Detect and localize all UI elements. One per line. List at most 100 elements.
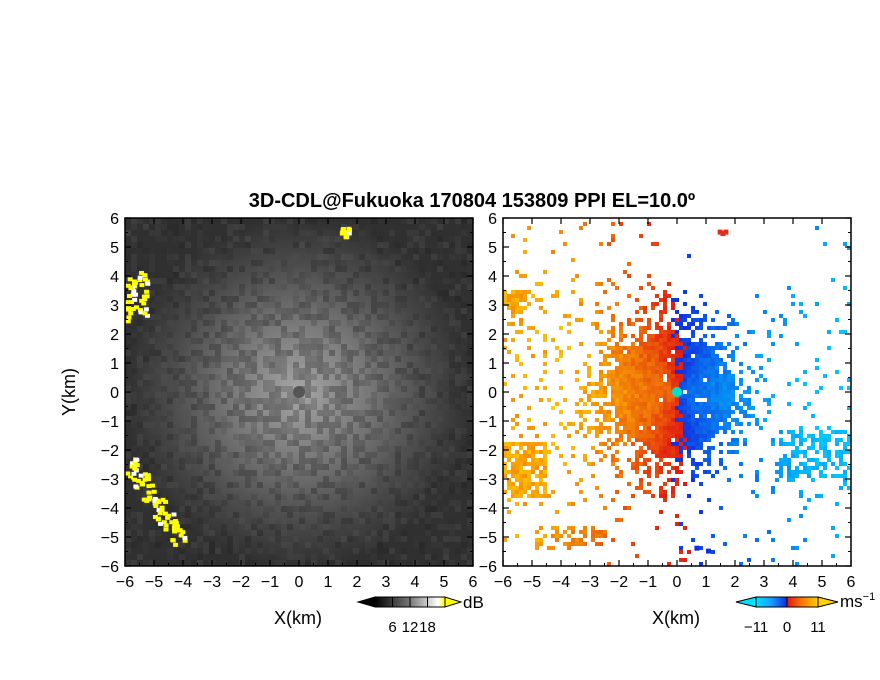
- doppler-pixel: [515, 474, 519, 478]
- snr-pixel: [455, 536, 461, 542]
- doppler-pixel: [519, 474, 523, 478]
- snr-pixel: [299, 302, 305, 308]
- snr-pixel: [425, 530, 431, 536]
- snr-pixel: [251, 434, 257, 440]
- snr-pixel: [257, 416, 263, 422]
- doppler-pixel: [799, 434, 803, 438]
- doppler-pixel: [603, 290, 607, 294]
- snr-pixel: [329, 338, 335, 344]
- doppler-pixel: [631, 434, 635, 438]
- snr-pixel: [263, 296, 269, 302]
- snr-pixel: [449, 374, 455, 380]
- snr-pixel: [335, 266, 341, 272]
- snr-pixel: [203, 482, 209, 488]
- snr-pixel: [275, 254, 281, 260]
- doppler-pixel: [531, 458, 535, 462]
- snr-pixel: [371, 338, 377, 344]
- snr-pixel: [215, 452, 221, 458]
- snr-pixel: [413, 524, 419, 530]
- doppler-pixel: [695, 382, 699, 386]
- snr-pixel: [299, 488, 305, 494]
- doppler-pixel: [667, 442, 671, 446]
- snr-pixel: [269, 362, 275, 368]
- snr-pixel: [203, 356, 209, 362]
- doppler-pixel: [703, 430, 707, 434]
- doppler-pixel: [691, 462, 695, 466]
- snr-pixel: [149, 422, 155, 428]
- snr-pixel: [359, 230, 365, 236]
- snr-pixel: [371, 464, 377, 470]
- doppler-pixel: [843, 330, 847, 334]
- doppler-pixel: [743, 414, 747, 418]
- doppler-pixel: [623, 430, 627, 434]
- doppler-pixel: [795, 466, 799, 470]
- snr-pixel: [341, 560, 347, 566]
- snr-pixel: [425, 422, 431, 428]
- snr-pixel: [359, 530, 365, 536]
- doppler-pixel: [655, 242, 659, 246]
- snr-pixel: [305, 422, 311, 428]
- snr-pixel: [305, 458, 311, 464]
- snr-pixel: [233, 290, 239, 296]
- doppler-pixel: [615, 286, 619, 290]
- snr-pixel: [395, 536, 401, 542]
- doppler-pixel: [723, 378, 727, 382]
- snr-pixel: [143, 398, 149, 404]
- doppler-pixel: [647, 386, 651, 390]
- doppler-pixel: [819, 434, 823, 438]
- doppler-pixel: [695, 318, 699, 322]
- snr-pixel: [341, 476, 347, 482]
- snr-pixel: [359, 440, 365, 446]
- doppler-pixel: [671, 330, 675, 334]
- doppler-pixel: [679, 362, 683, 366]
- doppler-pixel: [695, 426, 699, 430]
- snr-pixel: [389, 338, 395, 344]
- doppler-pixel: [639, 306, 643, 310]
- doppler-pixel: [703, 414, 707, 418]
- snr-pixel: [401, 422, 407, 428]
- doppler-pixel: [727, 426, 731, 430]
- doppler-pixel: [707, 378, 711, 382]
- doppler-pixel: [639, 234, 643, 238]
- doppler-pixel: [791, 434, 795, 438]
- snr-pixel: [389, 518, 395, 524]
- snr-pixel: [383, 476, 389, 482]
- doppler-pixel: [699, 378, 703, 382]
- doppler-pixel: [819, 446, 823, 450]
- doppler-pixel: [739, 378, 743, 382]
- snr-pixel: [449, 446, 455, 452]
- snr-pixel: [305, 416, 311, 422]
- doppler-pixel: [639, 450, 643, 454]
- doppler-pixel: [619, 402, 623, 406]
- doppler-pixel: [515, 462, 519, 466]
- snr-yellow-pixel: [142, 297, 148, 302]
- snr-pixel: [371, 356, 377, 362]
- snr-pixel: [137, 464, 143, 470]
- snr-pixel: [449, 434, 455, 440]
- doppler-pixel: [719, 358, 723, 362]
- doppler-pixel: [667, 402, 671, 406]
- snr-pixel: [209, 530, 215, 536]
- snr-colorbar-ticks: 6 12 18: [388, 597, 436, 636]
- snr-pixel: [425, 368, 431, 374]
- snr-yellow-pixel: [173, 519, 179, 524]
- doppler-pixel: [663, 390, 667, 394]
- snr-pixel: [137, 434, 143, 440]
- snr-pixel: [323, 392, 329, 398]
- doppler-pixel: [795, 342, 799, 346]
- snr-pixel: [395, 296, 401, 302]
- snr-pixel: [431, 434, 437, 440]
- doppler-pixel: [571, 258, 575, 262]
- snr-pixel: [221, 284, 227, 290]
- snr-pixel: [425, 362, 431, 368]
- doppler-pixel: [667, 418, 671, 422]
- snr-pixel: [191, 278, 197, 284]
- snr-pixel: [179, 548, 185, 554]
- doppler-pixel: [611, 454, 615, 458]
- doppler-pixel: [607, 438, 611, 442]
- doppler-pixel: [763, 418, 767, 422]
- snr-pixel: [155, 416, 161, 422]
- snr-pixel: [371, 404, 377, 410]
- snr-pixel: [413, 278, 419, 284]
- snr-pixel: [161, 314, 167, 320]
